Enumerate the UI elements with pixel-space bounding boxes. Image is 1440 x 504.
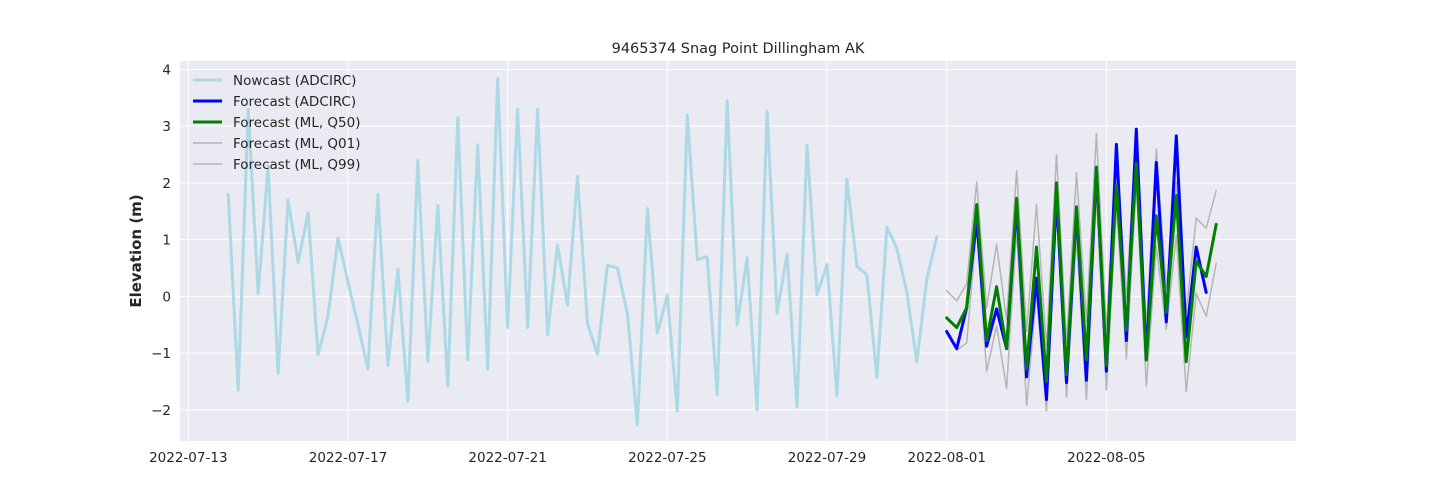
y-tick-label: 1 (162, 233, 171, 249)
legend-label: Forecast (ML, Q99) (233, 157, 361, 173)
x-tick-label: 2022-07-29 (788, 450, 866, 466)
x-tick-label: 2022-07-21 (468, 450, 546, 466)
series-line-3 (945, 161, 1218, 383)
chart-title: 9465374 Snag Point Dillingham AK (612, 41, 865, 57)
y-tick-labels: −2 −1 0 1 2 3 4 (151, 63, 171, 419)
legend-label: Forecast (ML, Q50) (233, 115, 361, 131)
y-tick-label: −1 (151, 346, 171, 362)
y-tick-label: 2 (162, 176, 171, 192)
x-tick-label: 2022-07-17 (309, 450, 387, 466)
x-tick-label: 2022-08-01 (907, 450, 985, 466)
y-tick-label: −2 (151, 403, 171, 419)
legend-label: Forecast (ADCIRC) (233, 94, 356, 110)
y-tick-label: 4 (162, 63, 171, 79)
x-tick-label: 2022-08-05 (1067, 450, 1145, 466)
x-tick-label: 2022-07-25 (628, 450, 706, 466)
series-line-1 (226, 77, 939, 427)
y-tick-label: 3 (162, 119, 171, 135)
legend-label: Nowcast (ADCIRC) (233, 73, 356, 89)
x-tick-labels: 2022-07-13 2022-07-17 2022-07-21 2022-07-25… (149, 450, 1146, 466)
y-tick-label: 0 (162, 289, 171, 305)
series-lines (226, 77, 1218, 427)
y-axis-label: Elevation (m) (127, 194, 145, 307)
x-tick-label: 2022-07-13 (149, 450, 227, 466)
legend: Nowcast (ADCIRC) Forecast (ADCIRC) Forecas… (193, 73, 361, 173)
legend-label: Forecast (ML, Q01) (233, 136, 361, 152)
